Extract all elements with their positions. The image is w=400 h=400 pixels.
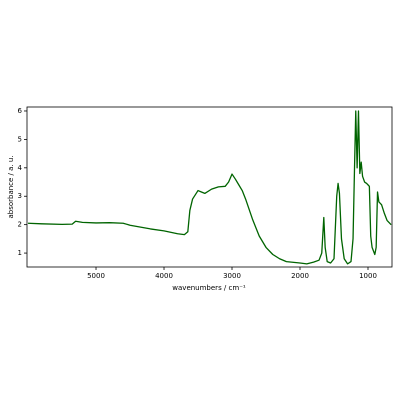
y-tick-label: 6 xyxy=(18,107,23,115)
y-tick-label: 4 xyxy=(18,164,23,172)
y-tick-label: 3 xyxy=(18,192,22,200)
x-tick-label: 3000 xyxy=(223,272,241,280)
y-tick-label: 5 xyxy=(18,135,22,143)
y-tick-label: 1 xyxy=(18,249,22,257)
x-tick-label: 1000 xyxy=(359,272,377,280)
x-tick-label: 5000 xyxy=(87,272,105,280)
x-axis-label: wavenumbers / cm⁻¹ xyxy=(172,284,246,292)
y-tick-label: 2 xyxy=(18,221,22,229)
plot-frame xyxy=(26,106,393,268)
y-axis-label: absorbance / a. u. xyxy=(7,155,15,218)
x-tick-label: 2000 xyxy=(291,272,309,280)
spectrum-line xyxy=(27,110,392,265)
x-tick-label: 4000 xyxy=(155,272,173,280)
